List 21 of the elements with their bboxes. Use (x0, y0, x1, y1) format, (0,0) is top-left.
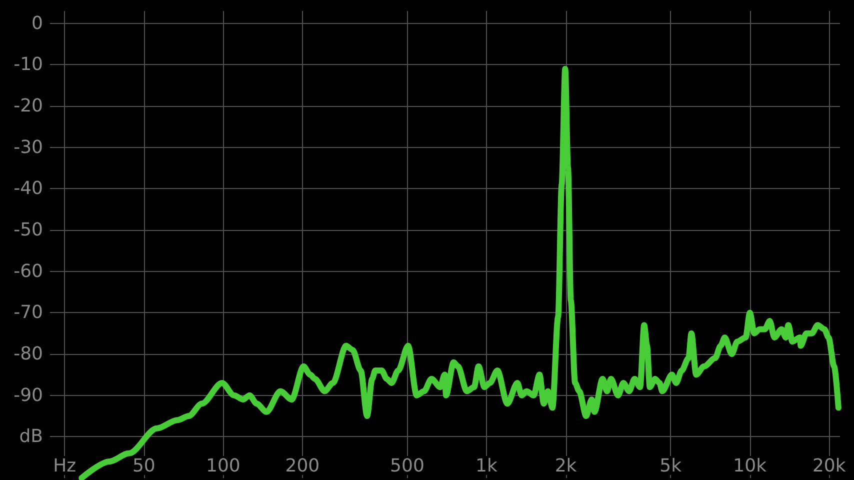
y-tick-label: dB (19, 426, 43, 448)
x-tick-label: 2k (554, 456, 578, 476)
y-tick-label: -90 (14, 384, 43, 406)
y-tick-label: -70 (14, 302, 43, 324)
x-tick-label: Hz (53, 456, 76, 476)
x-tick-label: 500 (390, 456, 424, 476)
y-tick-label: -30 (14, 136, 43, 158)
x-tick-label: 5k (660, 456, 682, 476)
y-tick-label: -50 (14, 220, 43, 241)
y-tick-label: -40 (14, 178, 43, 200)
y-tick-label: 0 (32, 12, 43, 34)
y-tick-label: -10 (14, 54, 43, 76)
y-tick-label: -20 (14, 96, 43, 117)
x-tick-label: 50 (132, 456, 156, 476)
x-tick-label: 100 (206, 456, 240, 476)
y-tick-label: -80 (14, 344, 43, 365)
y-tick-label: -60 (14, 260, 43, 282)
x-tick-label: 200 (285, 456, 320, 476)
x-tick-label: 1k (476, 456, 498, 476)
x-tick-label: 10k (733, 456, 768, 476)
x-tick-label: 20k (812, 456, 846, 476)
